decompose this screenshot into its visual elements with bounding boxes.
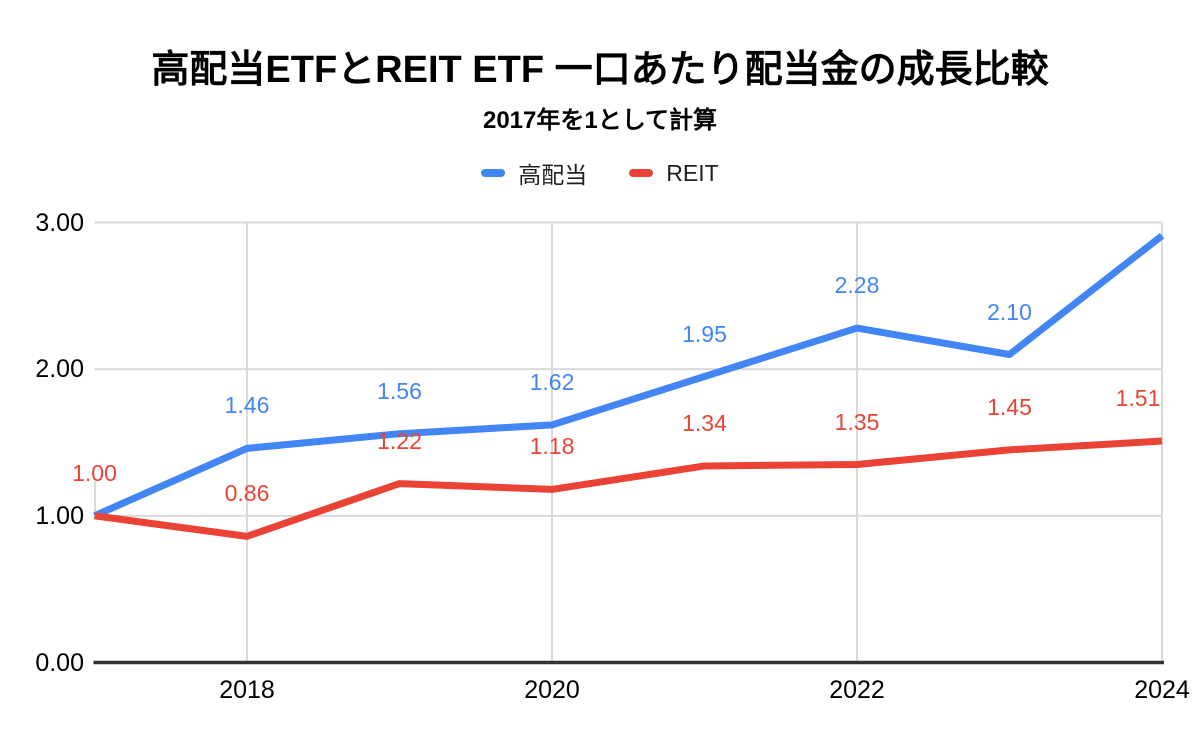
legend-item-reit: REIT bbox=[629, 159, 719, 187]
data-label-reit: 1.35 bbox=[834, 408, 880, 435]
legend-label-reit: REIT bbox=[666, 159, 719, 186]
x-tick-label: 2022 bbox=[829, 676, 885, 704]
data-label-reit: 0.86 bbox=[224, 480, 270, 507]
legend-item-high-dividend: 高配当 bbox=[481, 156, 587, 190]
legend-swatch-reit-icon bbox=[629, 169, 654, 177]
x-tick-label: 2020 bbox=[524, 676, 580, 704]
chart-title: 高配当ETFとREIT ETF 一口あたり配当金の成長比較 bbox=[151, 49, 1049, 91]
y-tick-label: 0.00 bbox=[35, 648, 84, 677]
data-label-reit: 1.51 bbox=[1115, 385, 1161, 412]
chart-subtitle: 2017年を1として計算 bbox=[482, 107, 718, 134]
y-tick-label: 3.00 bbox=[35, 208, 84, 237]
data-label-reit: 1.18 bbox=[529, 433, 575, 460]
legend: 高配当 REIT bbox=[0, 156, 1200, 190]
x-tick-label: 2018 bbox=[219, 676, 275, 704]
data-label-reit: 1.00 bbox=[72, 459, 117, 486]
data-label-high-dividend: 1.46 bbox=[224, 392, 270, 419]
legend-label-high-dividend: 高配当 bbox=[518, 162, 588, 188]
data-label-reit: 1.34 bbox=[682, 409, 727, 436]
data-label-high-dividend: 1.56 bbox=[377, 377, 422, 404]
x-tick-label: 2024 bbox=[1134, 676, 1190, 704]
data-label-reit: 1.45 bbox=[987, 393, 1032, 420]
data-label-reit: 1.22 bbox=[377, 427, 422, 454]
data-label-high-dividend: 2.10 bbox=[987, 298, 1032, 325]
data-label-high-dividend: 1.62 bbox=[529, 368, 575, 395]
legend-swatch-high-dividend-icon bbox=[481, 169, 506, 177]
series-line-high-dividend bbox=[93, 232, 1165, 520]
series-line-reit bbox=[94, 437, 1163, 540]
y-tick-label: 1.00 bbox=[35, 501, 84, 530]
data-label-high-dividend: 1.95 bbox=[682, 320, 727, 347]
data-label-high-dividend: 2.28 bbox=[834, 272, 880, 299]
y-tick-label: 2.00 bbox=[35, 355, 84, 384]
